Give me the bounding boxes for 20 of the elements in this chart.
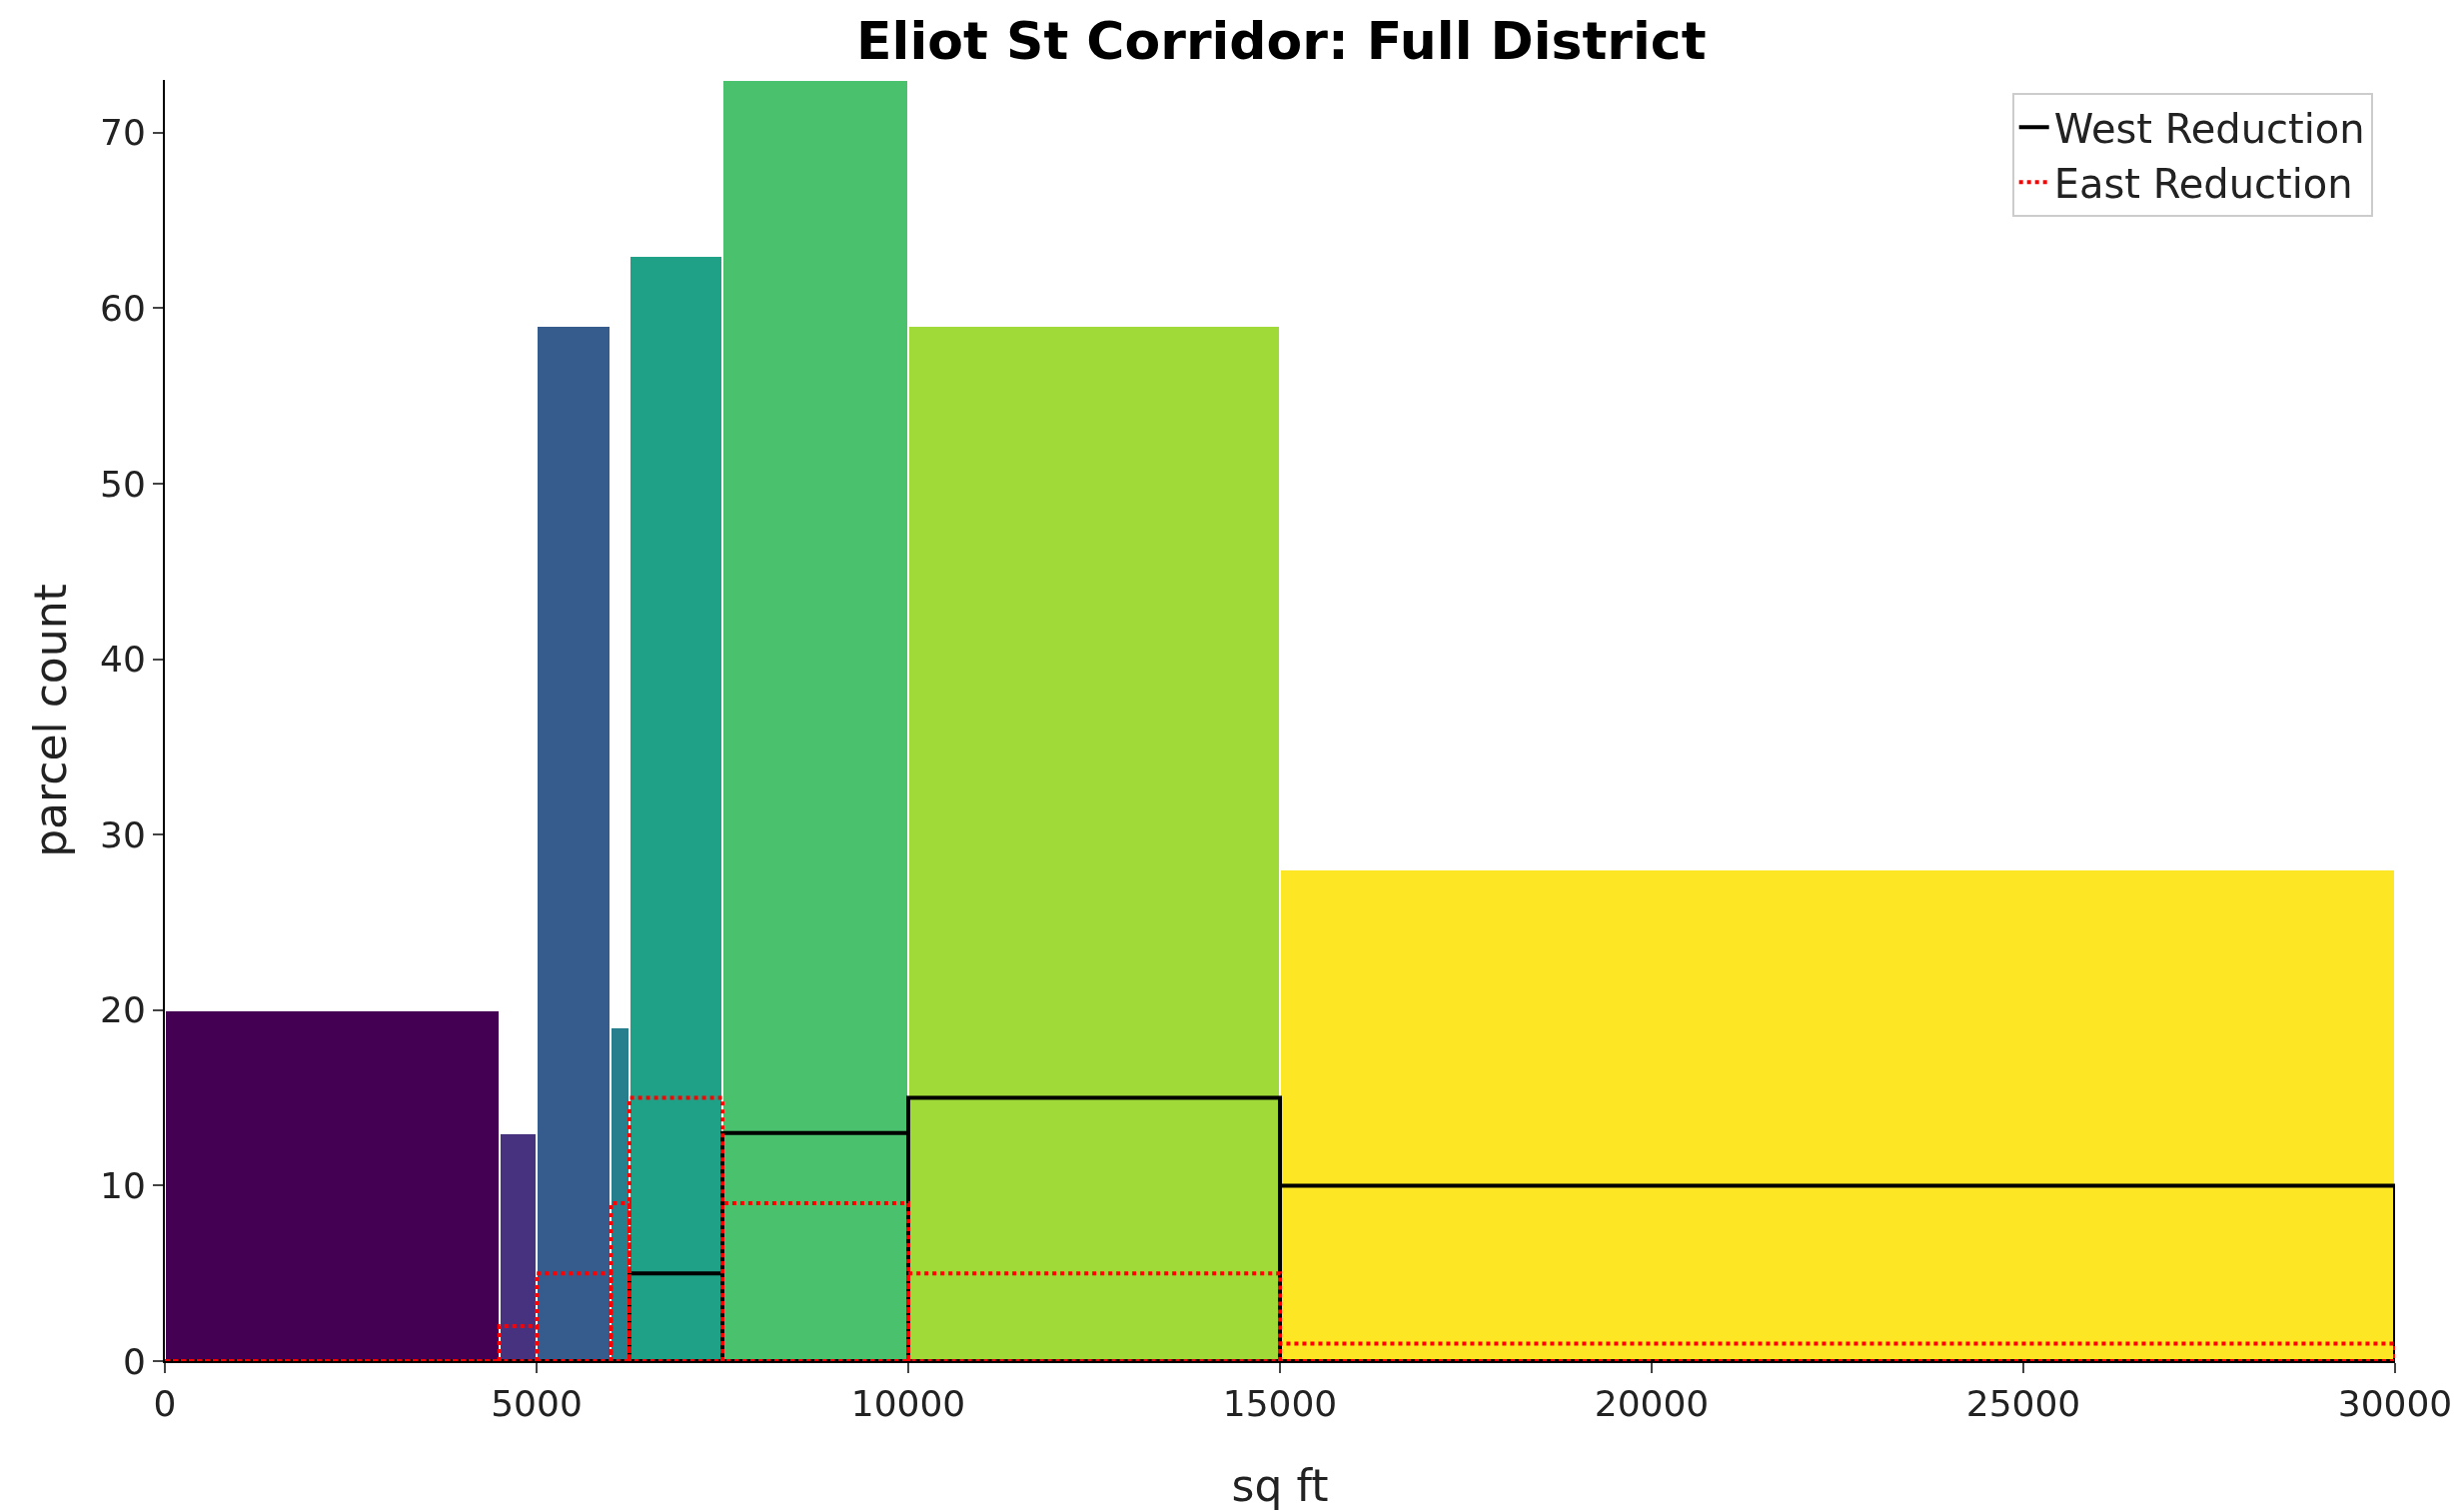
y-tick-label: 50 [99, 463, 146, 505]
y-tick-label: 40 [99, 639, 146, 681]
x-tick-label: 20000 [1594, 1383, 1710, 1425]
y-tick-label: 70 [99, 112, 146, 154]
y-tick-label: 10 [99, 1164, 146, 1206]
legend-label: West Reduction [2053, 105, 2365, 152]
y-axis-title: parcel count [25, 584, 76, 857]
x-axis-title: sq ft [1231, 1460, 1329, 1511]
y-tick-label: 30 [99, 813, 146, 855]
x-tick-label: 0 [153, 1383, 177, 1425]
x-tick-label: 30000 [2337, 1383, 2453, 1425]
chart-title: Eliot St Corridor: Full District [856, 11, 1707, 72]
y-tick-label: 0 [122, 1340, 146, 1382]
y-tick-label: 20 [99, 989, 146, 1031]
x-tick-label: 10000 [850, 1383, 966, 1425]
x-tick-label: 25000 [1965, 1383, 2081, 1425]
y-tick-label: 60 [99, 287, 146, 329]
x-tick-label: 5000 [491, 1383, 583, 1425]
x-tick-label: 15000 [1222, 1383, 1338, 1425]
legend-label: East Reduction [2053, 160, 2353, 207]
